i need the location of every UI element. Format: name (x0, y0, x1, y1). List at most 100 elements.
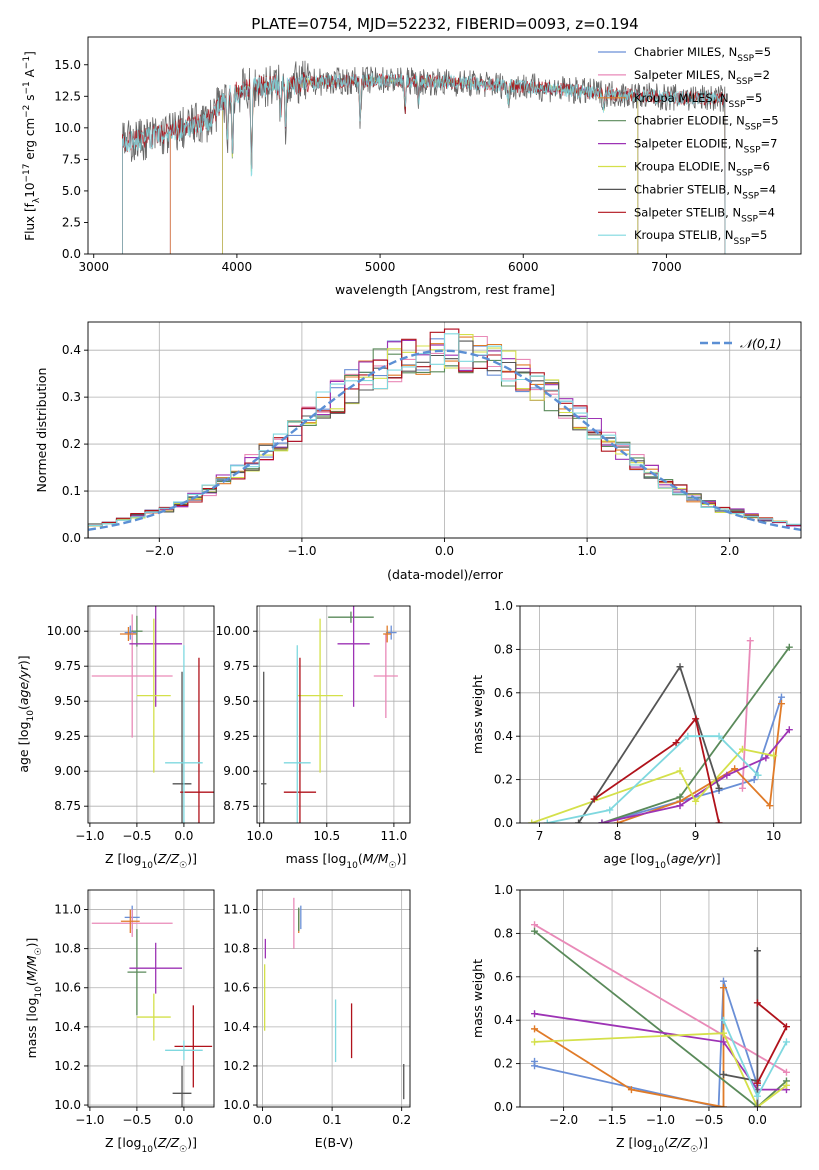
y-axis-label: mass weight (470, 675, 485, 754)
weight-line (723, 950, 759, 1107)
weight-marker (531, 1038, 539, 1046)
weight-marker (627, 1086, 635, 1094)
spectrum-line-kroupa-stelib (122, 72, 726, 254)
errorbar-salpeter-stelib (174, 1005, 213, 1088)
x-tick-label: −0.5 (694, 1113, 723, 1127)
weight-marker (719, 1070, 727, 1078)
x-tick-label: 7000 (651, 260, 682, 274)
y-tick-label: 10.8 (223, 942, 250, 956)
errorbar-chabrier-elodie (127, 929, 147, 1016)
weight-series-kroupa-stelib (543, 732, 762, 823)
plot-area (263, 897, 405, 1100)
weight-marker (531, 1062, 539, 1070)
y-tick-label: 0.4 (62, 343, 81, 357)
y-tick-label: 0.2 (62, 437, 81, 451)
y-tick-label: 11.0 (223, 903, 250, 917)
y-tick-label: 0.1 (62, 484, 81, 498)
weight-marker (770, 752, 778, 760)
y-tick-label: 10.2 (54, 1059, 81, 1073)
weight-series-salpeter-stelib (590, 715, 723, 823)
axes-frame (87, 889, 215, 1108)
x-tick-label: 10.0 (246, 829, 273, 843)
weight-marker (753, 1103, 761, 1107)
axes: 3000 4000 5000 6000 7000 0.0 2.5 5.0 7.5 10.0 12.5… (22, 36, 802, 297)
y-tick-label: 0.0 (494, 1100, 513, 1114)
x-tick-label: 8 (614, 829, 622, 843)
y-tick-label: 10.4 (54, 1020, 81, 1034)
axes: 10.0 10.5 11.0 8.75 9.00 9.25 9.50 9.75 10.00 mas… (216, 605, 411, 871)
errorbar-salpeter-miles (373, 634, 398, 718)
weight-marker (575, 819, 583, 823)
x-axis-label: age [log10(age/yr)] (603, 851, 720, 871)
weight-marker (738, 745, 746, 753)
y-tick-label: 0.8 (494, 926, 513, 940)
x-axis-label: E(B-V) (315, 1135, 354, 1150)
y-tick-label: 8.75 (223, 799, 250, 813)
weight-marker (531, 927, 539, 935)
legend: Chabrier MILES, NSSP=5 Salpeter MILES, NS… (598, 45, 779, 247)
legend-label-kroupa-stelib: Kroupa STELIB, NSSP=5 (634, 228, 767, 247)
residuals-panel: −2.0 −1.0 0.0 1.0 2.0 0.0 0.1 0.2 0.3 0.4 Normed d… (34, 321, 802, 582)
y-tick-label: 9.75 (54, 659, 81, 673)
y-tick-label: 10.0 (54, 121, 81, 135)
x-tick-label: −1.5 (597, 1113, 626, 1127)
y-tick-label: 10.6 (54, 981, 81, 995)
weight-marker (719, 984, 727, 992)
weight-marker (766, 802, 774, 810)
y-tick-label: 10.00 (216, 624, 250, 638)
weight-marker (777, 693, 785, 701)
y-tick-label: 0.6 (494, 970, 513, 984)
x-tick-label: −0.5 (122, 1113, 151, 1127)
plot-area (91, 905, 213, 1107)
grid (257, 606, 410, 823)
legend-label-salpeter-miles: Salpeter MILES, NSSP=2 (634, 68, 770, 87)
weight-marker (719, 1103, 727, 1107)
axes: −2.0 −1.0 0.0 1.0 2.0 0.0 0.1 0.2 0.3 0.4 Normed d… (34, 321, 802, 582)
y-tick-label: 0.0 (494, 816, 513, 830)
x-tick-label: −1.0 (75, 1113, 104, 1127)
y-tick-label: 9.25 (223, 729, 250, 743)
spectrum-panel: 3000 4000 5000 6000 7000 0.0 2.5 5.0 7.5 10.0 12.5… (22, 36, 802, 297)
axes: 7 8 9 10 0.0 0.2 0.4 0.6 0.8 1.0 age [log10(age/yr… (470, 599, 802, 871)
y-tick-label: 1.0 (494, 883, 513, 897)
y-tick-label: 10.6 (223, 981, 250, 995)
y-tick-label: 5.0 (62, 184, 81, 198)
y-tick-label: 0.0 (62, 531, 81, 545)
mass-vs-metallicity-panel: −1.0 −0.5 0.0 10.0 10.2 10.4 10.6 10.8 11.0 Z [lo… (24, 889, 215, 1155)
x-tick-label: −2.0 (145, 544, 174, 558)
axes: 0.0 0.1 0.2 10.0 10.2 10.4 10.6 10.8 11.0 (223, 889, 411, 1127)
x-axis-label: mass [log10(M/M☉)] (286, 851, 407, 871)
x-tick-label: 3000 (78, 260, 109, 274)
x-tick-label: −1.0 (75, 829, 104, 843)
axes: −1.0 −0.5 0.0 8.75 9.00 9.25 9.50 9.75 10.00 Z [l… (16, 605, 215, 871)
y-axis-label: Flux [fλ10−17 erg cm−2 s−1 A−1] (22, 51, 42, 241)
weight-line (534, 1012, 787, 1091)
age-vs-mass-panel: 10.0 10.5 11.0 8.75 9.00 9.25 9.50 9.75 10.00 mas… (216, 605, 411, 871)
weight-marker (753, 999, 761, 1007)
grid (88, 890, 214, 1107)
plot-area (88, 328, 801, 538)
weight-series-salpeter-elodie (598, 726, 793, 823)
x-tick-label: 11.0 (381, 829, 408, 843)
plot-area (261, 606, 398, 823)
y-tick-label: 0.6 (494, 686, 513, 700)
errorbar-chabrier-elodie (131, 615, 143, 647)
errorbar-kroupa-miles (120, 909, 140, 934)
legend-label-kroupa-miles: Kroupa MILES, NSSP=5 (634, 91, 762, 110)
normal-curve (88, 349, 801, 531)
weight-series-kroupa-elodie (528, 745, 778, 823)
age-vs-metallicity-panel: −1.0 −0.5 0.0 8.75 9.00 9.25 9.50 9.75 10.00 Z [l… (16, 605, 215, 871)
plot-area (91, 606, 214, 823)
y-tick-label: 10.0 (223, 1098, 250, 1112)
legend-label-chabrier-stelib: Chabrier STELIB, NSSP=4 (634, 182, 776, 201)
weight-marker (719, 977, 727, 985)
weight-marker (543, 819, 551, 823)
x-axis-label: (data-model)/error (387, 567, 504, 582)
weight-line (741, 640, 752, 789)
weight-series-salpeter-miles (531, 921, 790, 1076)
weight-marker (715, 784, 723, 792)
y-tick-label: 0.8 (494, 642, 513, 656)
x-tick-label: 2.0 (720, 544, 739, 558)
grid (257, 890, 410, 1107)
x-tick-label: −0.5 (122, 829, 151, 843)
